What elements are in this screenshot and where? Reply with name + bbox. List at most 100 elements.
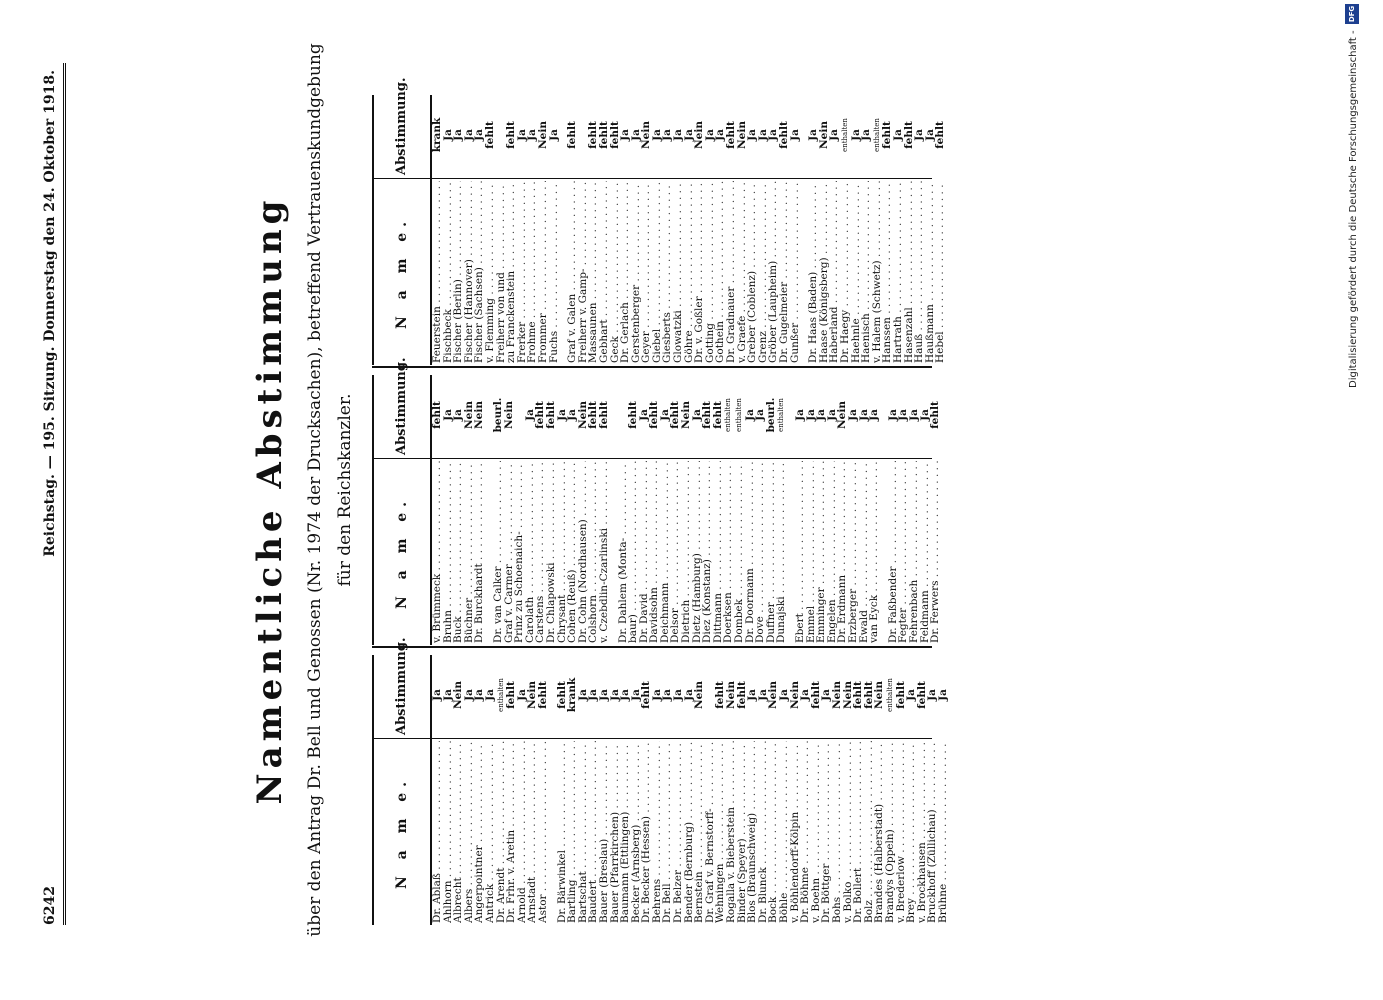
member-name: Dr. Gugelmeier	[779, 181, 790, 363]
digitization-credit: Digitalisierung gefördert durch die Deut…	[1340, 0, 1370, 1000]
member-name: Haase (Königsberg)	[819, 181, 830, 363]
member-name: Grenz	[758, 181, 769, 363]
member-name: Bruckhoff (Züllichau)	[927, 741, 938, 923]
member-name: Dietz (Hamburg)	[692, 461, 703, 643]
member-name: Emmel	[806, 461, 817, 643]
member-name: Ewald	[859, 461, 870, 643]
member-name: Dr. Bollert	[853, 741, 864, 923]
member-name: Dombek	[734, 461, 745, 643]
member-vote: enthalten	[777, 398, 786, 432]
member-name: v. Brockhausen	[917, 741, 928, 923]
member-name: Fischbeck	[443, 181, 454, 363]
member-name: Dr. Blunck	[758, 741, 769, 923]
member-name: Haenisch	[861, 181, 872, 363]
member-name: Antrick	[485, 741, 496, 923]
member-name: Carolath	[525, 461, 536, 643]
member-name: Prinz zu Schoenaich-	[514, 461, 525, 643]
vote-row: Dr. Chlapowski fehlt	[545, 375, 557, 645]
member-vote: Ja	[936, 689, 949, 701]
vote-row: Böhle Ja	[778, 655, 790, 925]
member-name: v. Graefe	[737, 181, 748, 363]
section-gap	[610, 375, 618, 645]
header-vote: Abstimmung.	[394, 637, 409, 735]
member-name: Dr. Burckhardt	[474, 461, 485, 643]
member-name: v. Böhlendorff-Kölpin	[790, 741, 801, 923]
member-name: Dr. Erdmann	[837, 461, 848, 643]
member-name: Dr. Belzer	[673, 741, 684, 923]
member-name: Dr. v. Goßler	[694, 181, 705, 363]
member-name: Bauer (Breslau)	[599, 741, 610, 923]
header-vote: Abstimmung.	[394, 357, 409, 455]
member-name: baur)	[628, 461, 639, 643]
member-name: Hebel	[935, 181, 946, 363]
vote-row: Hebel fehlt	[934, 95, 946, 365]
member-name: Gebhart	[599, 181, 610, 363]
member-name: Haberland	[829, 181, 840, 363]
vote-column-3: N a m e. Abstimmung. Feuerstein krank Fisc…	[372, 78, 946, 365]
member-name: Greber (Coblenz)	[747, 181, 758, 363]
member-name: Brandys (Oppeln)	[885, 741, 896, 923]
member-name: Dietrich	[681, 461, 692, 643]
vote-rows: Dr. Ablaß Ja Ahlhorn Ja Albrecht Nein Albers Ja…	[431, 655, 949, 925]
member-vote: Ja	[868, 409, 881, 421]
member-vote: Ja	[778, 689, 790, 701]
vote-row: Hartrath Ja	[891, 95, 904, 365]
member-name: Geck	[610, 181, 621, 363]
member-name: Albers	[464, 741, 475, 923]
member-name: Göhre	[684, 181, 695, 363]
vote-row: Duffner beurl.	[765, 375, 777, 645]
member-vote: Nein	[873, 681, 886, 709]
member-name: Dr. David	[639, 461, 650, 643]
member-name: Dr. Haegy	[840, 181, 851, 363]
member-vote: Ja	[891, 129, 904, 141]
member-name: Massaunen	[588, 181, 599, 363]
subtitle-line-1: über den Antrag Dr. Bell und Genossen (N…	[305, 43, 325, 937]
member-vote: enthalten	[885, 678, 894, 712]
member-vote: fehlt	[778, 121, 790, 149]
member-name: v. Boehn	[811, 741, 822, 923]
member-name: Feldmann	[920, 461, 931, 643]
vote-row: Ebert Ja	[794, 375, 806, 645]
member-name: Fegter	[898, 461, 909, 643]
member-name: Geyer	[641, 181, 652, 363]
member-name: Deichmann	[660, 461, 671, 643]
member-name: Emminger	[816, 461, 827, 643]
header-name: N a m e.	[394, 215, 410, 330]
vote-column-1: N a m e. Abstimmung. Dr. Ablaß Ja Ahlhorn J…	[372, 637, 949, 925]
vote-row: Gunßer Ja	[788, 95, 801, 365]
member-name: Bartling	[567, 741, 578, 923]
member-name: Hanssen	[882, 181, 893, 363]
member-name: Bolz	[864, 741, 875, 923]
member-name: Angerpointner	[474, 741, 485, 923]
member-name: Dr. Doormann	[745, 461, 756, 643]
member-vote: Nein	[502, 401, 515, 429]
column-header: N a m e. Abstimmung.	[372, 357, 432, 645]
member-name: Blos (Braunschweig)	[747, 741, 758, 923]
member-name: Dr. Faßbender	[888, 461, 899, 643]
member-vote: fehlt	[536, 681, 549, 709]
member-name: Dr. Frhr. v. Aretin	[506, 741, 517, 923]
member-name: Haußmann	[925, 181, 936, 363]
member-name: Bernstein	[694, 741, 705, 923]
member-name: Becker (Arnsberg)	[631, 741, 642, 923]
member-name: Fischer (Sachsen)	[474, 181, 485, 363]
vote-row: Bohs Nein	[831, 655, 843, 925]
member-name: Giesberts	[662, 181, 673, 363]
member-name: v. Bolko	[843, 741, 854, 923]
member-name: Dr. van Calker	[493, 461, 504, 644]
header-rule	[63, 63, 66, 925]
member-name: zu Franckenstein	[506, 181, 517, 363]
vote-rows: Feuerstein krank Fischbeck Ja Fischer (Berli…	[431, 95, 946, 365]
vote-row: Graf v. Galen fehlt	[566, 95, 578, 365]
member-vote: Ja	[788, 129, 801, 141]
member-name: Böhle	[779, 741, 790, 923]
member-name: Bruhn	[443, 461, 454, 643]
member-name: Graf v. Galen	[567, 181, 578, 363]
member-vote: krank	[431, 117, 443, 153]
member-name: Dr. Becker (Hessen)	[641, 741, 652, 923]
member-name: Freiherr v. Gamp-	[578, 181, 589, 363]
member-name: Dr. Gradnauer	[726, 181, 737, 363]
document-title: Namentliche Abstimmung	[250, 195, 290, 805]
member-name: Engelen	[827, 461, 838, 643]
